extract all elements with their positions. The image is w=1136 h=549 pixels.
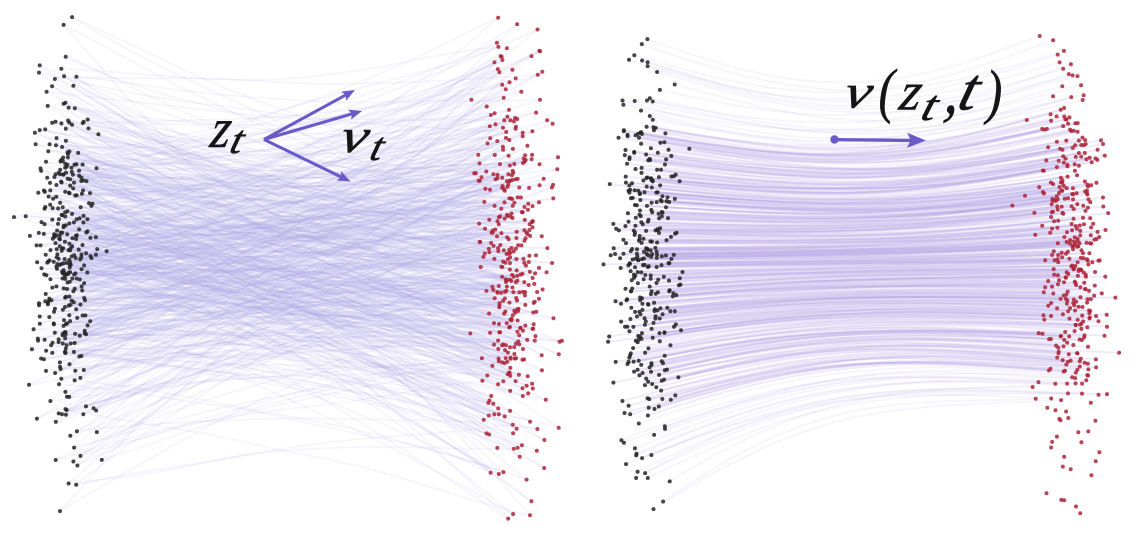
svg-text:): ) [984, 59, 1003, 126]
svg-text:(: ( [879, 58, 898, 125]
